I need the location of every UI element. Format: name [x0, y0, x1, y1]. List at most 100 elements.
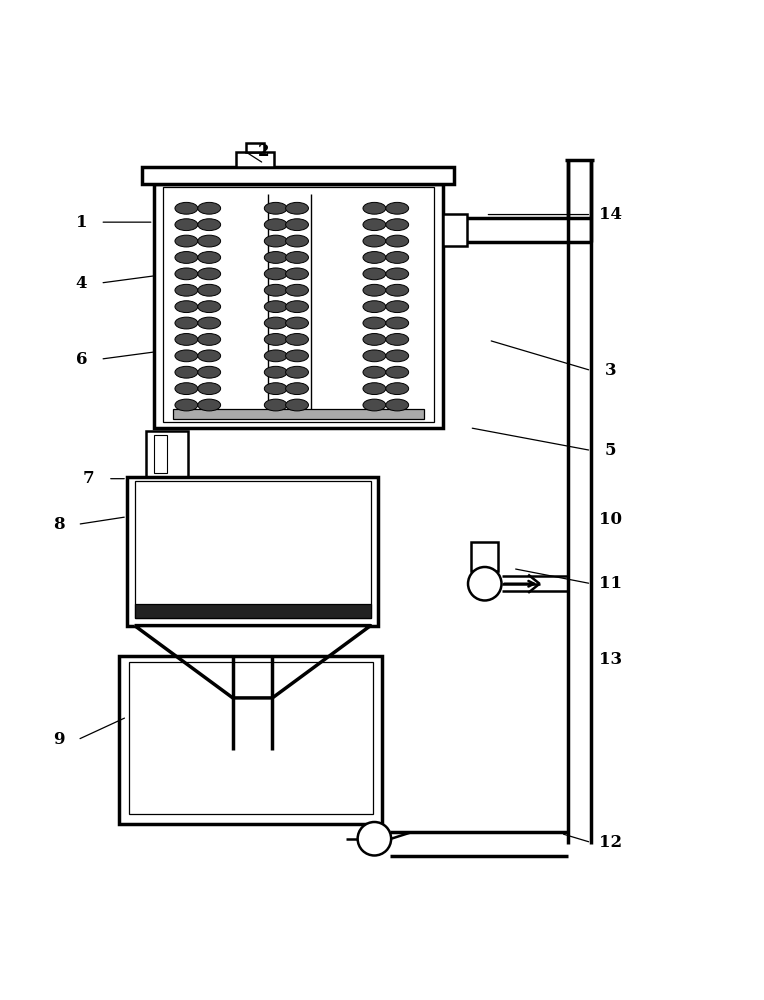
Ellipse shape — [264, 202, 287, 214]
Ellipse shape — [286, 202, 309, 214]
Ellipse shape — [264, 235, 287, 247]
Ellipse shape — [386, 317, 409, 329]
Ellipse shape — [286, 284, 309, 296]
Circle shape — [468, 567, 501, 600]
Ellipse shape — [286, 268, 309, 280]
Ellipse shape — [175, 317, 198, 329]
Ellipse shape — [386, 202, 409, 214]
Polygon shape — [134, 626, 371, 698]
Ellipse shape — [386, 268, 409, 280]
Ellipse shape — [175, 399, 198, 411]
Ellipse shape — [264, 268, 287, 280]
Ellipse shape — [264, 350, 287, 362]
Ellipse shape — [198, 366, 221, 378]
Bar — [134, 481, 371, 618]
Ellipse shape — [363, 219, 386, 231]
Ellipse shape — [198, 202, 221, 214]
Ellipse shape — [386, 284, 409, 296]
Bar — [443, 214, 468, 246]
Bar — [163, 187, 434, 422]
Text: 5: 5 — [604, 442, 616, 459]
Ellipse shape — [198, 317, 221, 329]
Ellipse shape — [386, 252, 409, 263]
Ellipse shape — [363, 202, 386, 214]
Circle shape — [358, 822, 391, 855]
Ellipse shape — [286, 334, 309, 345]
Ellipse shape — [264, 252, 287, 263]
Ellipse shape — [175, 301, 198, 313]
Ellipse shape — [264, 219, 287, 231]
Ellipse shape — [286, 219, 309, 231]
Ellipse shape — [175, 383, 198, 395]
Text: 4: 4 — [76, 275, 87, 292]
Ellipse shape — [363, 350, 386, 362]
Ellipse shape — [264, 334, 287, 345]
Bar — [154, 184, 443, 428]
Ellipse shape — [198, 350, 221, 362]
Ellipse shape — [264, 399, 287, 411]
Ellipse shape — [264, 284, 287, 296]
Ellipse shape — [286, 383, 309, 395]
Ellipse shape — [363, 383, 386, 395]
Ellipse shape — [198, 219, 221, 231]
Ellipse shape — [363, 284, 386, 296]
Bar — [236, 152, 274, 167]
Ellipse shape — [175, 366, 198, 378]
Ellipse shape — [198, 268, 221, 280]
Ellipse shape — [363, 268, 386, 280]
Ellipse shape — [363, 366, 386, 378]
Text: 8: 8 — [53, 516, 64, 533]
Ellipse shape — [175, 235, 198, 247]
Ellipse shape — [363, 317, 386, 329]
Bar — [471, 542, 498, 571]
Ellipse shape — [198, 252, 221, 263]
Ellipse shape — [386, 301, 409, 313]
Bar — [142, 167, 455, 184]
Ellipse shape — [286, 366, 309, 378]
Ellipse shape — [386, 334, 409, 345]
Ellipse shape — [198, 399, 221, 411]
Bar — [119, 656, 382, 824]
Bar — [128, 662, 373, 814]
Ellipse shape — [264, 366, 287, 378]
Ellipse shape — [363, 399, 386, 411]
Ellipse shape — [175, 350, 198, 362]
Ellipse shape — [175, 219, 198, 231]
Text: 9: 9 — [53, 731, 64, 748]
Ellipse shape — [286, 252, 309, 263]
Ellipse shape — [198, 301, 221, 313]
Ellipse shape — [198, 235, 221, 247]
Ellipse shape — [198, 284, 221, 296]
Ellipse shape — [175, 252, 198, 263]
Ellipse shape — [363, 301, 386, 313]
Ellipse shape — [286, 317, 309, 329]
Ellipse shape — [175, 202, 198, 214]
Text: 14: 14 — [599, 206, 622, 223]
Text: 3: 3 — [604, 362, 617, 379]
Bar — [154, 435, 167, 473]
Ellipse shape — [386, 383, 409, 395]
Ellipse shape — [386, 366, 409, 378]
Bar — [134, 604, 371, 618]
Ellipse shape — [198, 383, 221, 395]
Bar — [246, 143, 264, 152]
Text: 6: 6 — [76, 351, 87, 368]
Ellipse shape — [363, 235, 386, 247]
Text: 10: 10 — [599, 511, 622, 528]
Bar — [173, 409, 424, 419]
Ellipse shape — [264, 317, 287, 329]
Text: 13: 13 — [599, 651, 622, 668]
Ellipse shape — [363, 334, 386, 345]
Bar — [146, 431, 188, 477]
Ellipse shape — [286, 399, 309, 411]
Ellipse shape — [175, 268, 198, 280]
Ellipse shape — [175, 334, 198, 345]
Ellipse shape — [264, 383, 287, 395]
Ellipse shape — [386, 219, 409, 231]
Text: 11: 11 — [599, 575, 622, 592]
Ellipse shape — [198, 334, 221, 345]
Ellipse shape — [286, 235, 309, 247]
Ellipse shape — [286, 301, 309, 313]
Ellipse shape — [386, 399, 409, 411]
Ellipse shape — [264, 301, 287, 313]
